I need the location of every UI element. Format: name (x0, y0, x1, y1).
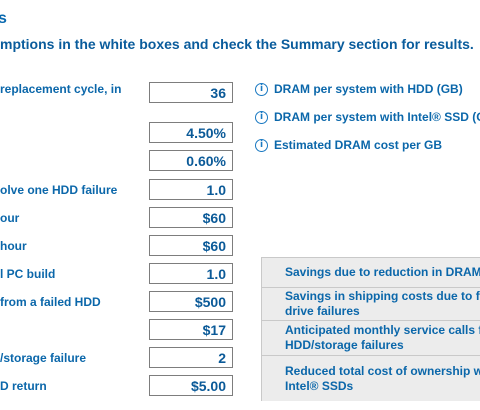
summary-row: Savings in shipping costs due to few dri… (261, 287, 480, 320)
summary-label-cont: drive failures (285, 304, 360, 318)
input-label-hdd-failure: olve one HDD failure (0, 183, 118, 197)
summary-label: Reduced total cost of ownership wit (285, 363, 480, 378)
input-label-pc-build: l PC build (0, 267, 56, 281)
info-icon[interactable]: i (255, 110, 268, 124)
pc-build-input[interactable] (149, 263, 233, 284)
input-label-hour-rate-2: hour (0, 239, 27, 253)
info-label: Estimated DRAM cost per GB (274, 138, 443, 152)
summary-row: Anticipated monthly service calls fo HDD… (261, 320, 480, 355)
failed-hdd-cost-input[interactable] (149, 291, 233, 312)
input-label-hdd-return: D return (0, 379, 47, 393)
rate-input-2[interactable] (149, 150, 233, 171)
summary-label: Savings in shipping costs due to few (285, 289, 480, 303)
summary-label-cont: Intel® SSDs (285, 378, 354, 393)
summary-row: Savings due to reduction in DRAM (261, 257, 480, 287)
hourly-rate-input-1[interactable] (149, 207, 233, 228)
summary-row: Reduced total cost of ownership wit Inte… (261, 355, 480, 401)
input-label-failed-hdd: from a failed HDD (0, 295, 101, 309)
input-label-replacement-cycle: replacement cycle, in (0, 82, 122, 96)
hdd-failure-hours-input[interactable] (149, 179, 233, 200)
info-label: DRAM per system with HDD (GB) (274, 82, 463, 96)
info-label: DRAM per system with Intel® SSD (GB (274, 110, 480, 124)
summary-label: Savings due to reduction in DRAM (285, 265, 480, 279)
hdd-return-cost-input[interactable] (149, 375, 233, 396)
info-icon[interactable]: i (255, 138, 268, 152)
info-item-dram-cost[interactable]: i Estimated DRAM cost per GB (255, 138, 442, 152)
summary-label-cont: HDD/storage failures (285, 338, 404, 352)
hourly-rate-input-2[interactable] (149, 235, 233, 256)
info-item-dram-hdd[interactable]: i DRAM per system with HDD (GB) (255, 82, 463, 96)
instructions-text: mptions in the white boxes and check the… (0, 36, 474, 52)
info-item-dram-ssd[interactable]: i DRAM per system with Intel® SSD (GB (255, 110, 480, 124)
summary-label: Anticipated monthly service calls fo (285, 323, 480, 337)
cost-input[interactable] (149, 319, 233, 340)
section-title: s (0, 10, 7, 27)
replacement-cycle-input[interactable] (149, 82, 233, 103)
storage-failure-input[interactable] (149, 347, 233, 368)
input-label-storage-failure: /storage failure (0, 351, 87, 365)
info-icon[interactable]: i (255, 82, 268, 96)
rate-input-1[interactable] (149, 122, 233, 143)
input-label-hour-rate-1: our (0, 211, 20, 225)
